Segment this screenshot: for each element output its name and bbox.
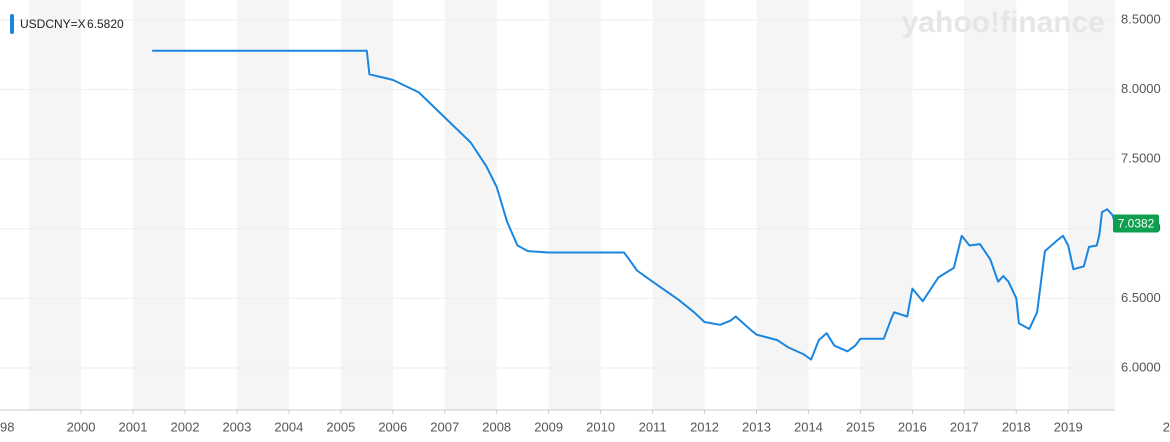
y-tick-label: 8.5000 (1121, 11, 1161, 26)
year-band (133, 0, 185, 410)
x-tick-label: 2014 (794, 419, 823, 434)
year-band (548, 0, 601, 410)
x-tick-label: 2 (1163, 419, 1170, 434)
ticks: 6.00006.50007.00007.50008.00008.50009820… (0, 11, 1170, 434)
x-tick-label: 2018 (1002, 419, 1031, 434)
x-tick-label: 2002 (171, 419, 200, 434)
year-band (652, 0, 705, 410)
year-band (340, 0, 393, 410)
year-bands (29, 0, 1115, 410)
year-band (236, 0, 289, 410)
year-band (756, 0, 809, 410)
price-line (152, 49, 1115, 361)
year-band (444, 0, 497, 410)
legend-label: USDCNY=X (20, 17, 86, 31)
x-tick-label: 98 (0, 419, 14, 434)
price-tag (1113, 214, 1159, 233)
x-tick-label: 2005 (326, 419, 355, 434)
plot (152, 49, 1115, 361)
x-tick-label: 2004 (274, 419, 303, 434)
year-band (29, 0, 82, 410)
x-tick-label: 2017 (950, 419, 979, 434)
watermark: yahoo!finance (902, 6, 1105, 39)
x-tick-label: 2015 (846, 419, 875, 434)
year-band (964, 0, 1017, 410)
x-tick-label: 2001 (119, 419, 148, 434)
x-tick-label: 2008 (482, 419, 511, 434)
x-tick-label: 2007 (430, 419, 459, 434)
x-tick-label: 2000 (67, 419, 96, 434)
y-tick-label: 7.5000 (1121, 151, 1161, 166)
legend-value: 6.5820 (87, 17, 124, 31)
x-tick-label: 2010 (586, 419, 615, 434)
year-band (860, 0, 913, 410)
x-tick-label: 2013 (742, 419, 771, 434)
y-tick-label: 8.0000 (1121, 81, 1161, 96)
y-tick-label: 6.5000 (1121, 290, 1161, 305)
x-tick-label: 2016 (898, 419, 927, 434)
x-tick-label: 2012 (690, 419, 719, 434)
x-tick-label: 2003 (222, 419, 251, 434)
legend-swatch (10, 14, 14, 34)
x-tick-label: 2011 (639, 419, 667, 434)
y-tick-label: 6.0000 (1121, 359, 1161, 374)
x-tick-label: 2009 (534, 419, 563, 434)
year-band (1068, 0, 1115, 410)
x-tick-label: 2019 (1054, 419, 1083, 434)
grid (0, 19, 1115, 369)
x-tick-label: 2006 (378, 419, 407, 434)
price-tag-label: 7.0382 (1118, 217, 1155, 231)
